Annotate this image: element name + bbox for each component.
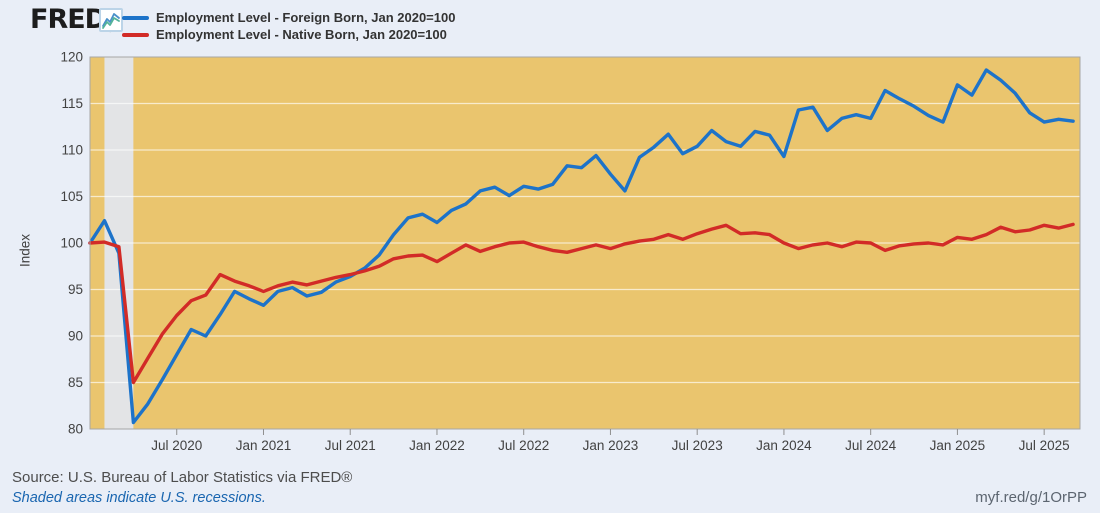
y-axis-tick-label: 85 [68, 375, 83, 390]
y-axis-tick-label: 115 [61, 96, 83, 111]
fred-line-chart-icon [99, 8, 123, 32]
y-axis-tick-label: 110 [61, 143, 83, 158]
fred-logo-text: FRED [30, 4, 107, 35]
y-axis-tick-label: 100 [60, 236, 83, 251]
x-axis-tick-label: Jul 2023 [672, 438, 723, 453]
native-born-swatch [122, 32, 149, 37]
x-axis-tick-label: Jan 2025 [930, 438, 986, 453]
y-axis-tick-label: 90 [68, 329, 83, 344]
x-axis-tick-label: Jan 2024 [756, 438, 812, 453]
native-born-line[interactable] [88, 222, 1075, 385]
x-axis-tick-label: Jul 2024 [845, 438, 897, 453]
y-axis-tick-label: 105 [60, 189, 83, 204]
x-axis-tick-label: Jan 2022 [409, 438, 465, 453]
y-axis-tick-label: 95 [68, 282, 83, 297]
x-axis-tick-label: Jan 2021 [236, 438, 292, 453]
foreign-born-line[interactable] [88, 68, 1075, 425]
legend-label: Employment Level - Native Born, Jan 2020… [156, 27, 447, 42]
recession-note[interactable]: Shaded areas indicate U.S. recessions. [12, 490, 266, 506]
x-axis-tick-label: Jul 2021 [325, 438, 376, 453]
legend: Employment Level - Foreign Born, Jan 202… [122, 9, 455, 43]
legend-label: Employment Level - Foreign Born, Jan 202… [156, 10, 456, 25]
x-axis-tick-label: Jul 2020 [151, 438, 202, 453]
x-axis-tick-label: Jul 2022 [498, 438, 549, 453]
foreign-born-swatch [122, 15, 149, 20]
legend-item-foreign-born: Employment Level - Foreign Born, Jan 202… [122, 9, 455, 26]
plot-border [89, 56, 1081, 430]
x-axis-tick-label: Jan 2023 [583, 438, 639, 453]
y-axis-tick-label: 120 [60, 50, 83, 65]
source-attribution: Source: U.S. Bureau of Labor Statistics … [12, 469, 353, 486]
legend-item-native-born: Employment Level - Native Born, Jan 2020… [122, 26, 455, 43]
short-link: myf.red/g/1OrPP [975, 489, 1087, 506]
x-axis-tick-label: Jul 2025 [1019, 438, 1070, 453]
y-axis-tick-label: 80 [68, 422, 83, 437]
